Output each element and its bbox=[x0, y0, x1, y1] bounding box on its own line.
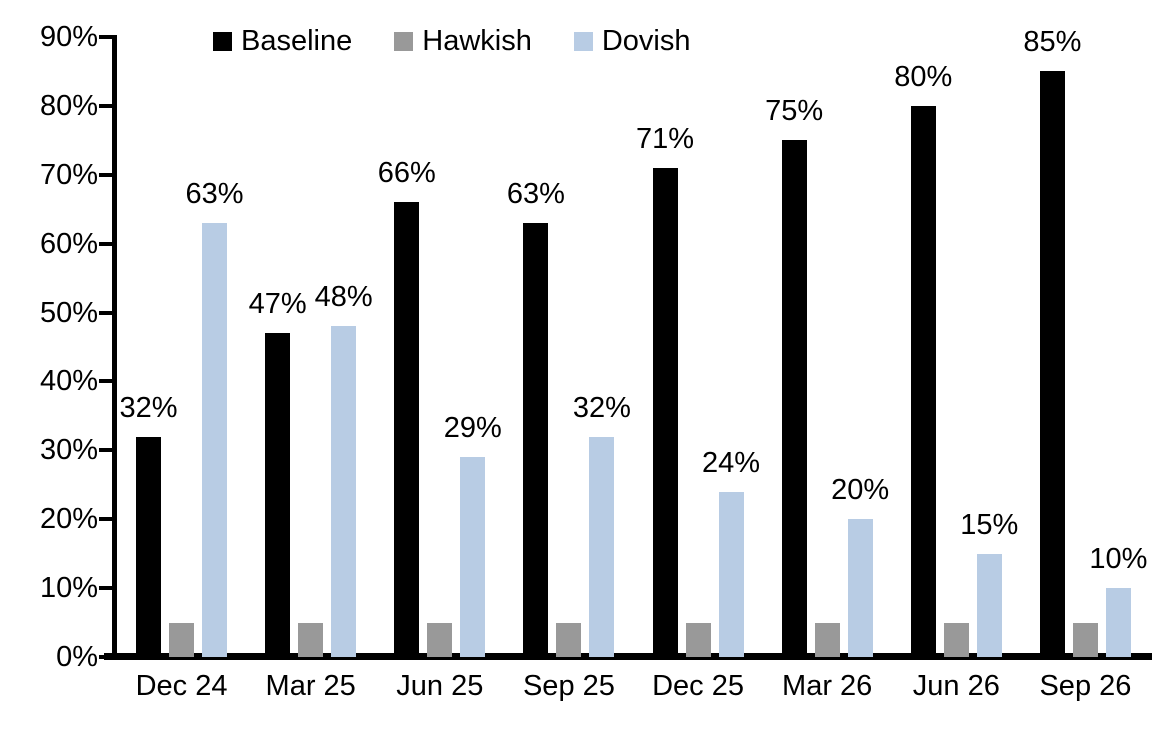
bar-group-dec-24: 32% 63% bbox=[117, 37, 246, 657]
data-label-baseline-dec-25: 71% bbox=[636, 122, 695, 155]
legend-item-hawkish: Hawkish bbox=[394, 25, 532, 58]
bar-dovish-jun-25: 29% bbox=[444, 414, 502, 657]
y-tick-label: 40% bbox=[39, 365, 98, 398]
x-tick-label-mar-25: Mar 25 bbox=[265, 670, 356, 702]
data-label-dovish-mar-26: 20% bbox=[831, 474, 890, 507]
y-tick-label: 80% bbox=[39, 89, 98, 122]
legend-swatch-hawkish bbox=[394, 32, 414, 52]
bar-dovish-sep-26: 10% bbox=[1089, 545, 1147, 657]
bar-baseline-sep-25: 63% bbox=[507, 180, 565, 657]
y-tick-mark bbox=[99, 241, 112, 246]
bar-baseline-dec-25: 71% bbox=[636, 124, 694, 657]
data-label-baseline-sep-26: 85% bbox=[1023, 26, 1082, 59]
legend-label: Hawkish bbox=[422, 25, 532, 57]
data-label-dovish-dec-25: 24% bbox=[702, 446, 761, 479]
data-label-dovish-sep-26: 10% bbox=[1089, 543, 1148, 576]
y-tick-mark bbox=[99, 172, 112, 177]
legend-label: Baseline bbox=[241, 25, 353, 57]
y-tick-label: 60% bbox=[39, 227, 98, 260]
y-axis-line bbox=[112, 35, 117, 660]
x-tick-label-jun-25: Jun 25 bbox=[396, 670, 484, 702]
data-label-dovish-sep-25: 32% bbox=[572, 391, 631, 424]
bar-hawkish-sep-26 bbox=[1072, 622, 1098, 657]
x-axis-labels: Dec 24 Mar 25 Jun 25 Sep 25 Dec 25 Mar 26 Jun … bbox=[117, 670, 1150, 703]
plot-area: 32% 63% 47% 48% 66% 29% 63% 32% 71% 24% 75% 20% 80% 1… bbox=[117, 28, 1150, 657]
legend-swatch-dovish bbox=[573, 32, 593, 52]
bar-hawkish-mar-25 bbox=[298, 622, 324, 657]
bar-baseline-dec-24: 32% bbox=[120, 393, 178, 657]
y-tick-label: 20% bbox=[39, 503, 98, 536]
bar-dovish-dec-24: 63% bbox=[186, 180, 244, 657]
x-tick-label-sep-26: Sep 26 bbox=[1039, 670, 1132, 702]
y-tick-mark bbox=[99, 35, 112, 39]
x-tick-label-sep-25: Sep 25 bbox=[522, 670, 615, 702]
y-tick-mark bbox=[99, 310, 112, 315]
bar-hawkish-dec-25 bbox=[685, 622, 711, 657]
data-label-baseline-jun-26: 80% bbox=[894, 60, 953, 93]
y-tick-mark bbox=[99, 655, 112, 659]
y-tick-label: 10% bbox=[39, 572, 98, 605]
y-tick-label: 0% bbox=[56, 641, 98, 673]
x-tick-label-dec-24: Dec 24 bbox=[135, 670, 228, 702]
legend-swatch-baseline bbox=[213, 32, 232, 52]
bar-baseline-jun-25: 66% bbox=[378, 159, 436, 657]
legend-item-baseline: Baseline bbox=[213, 25, 353, 58]
y-tick-mark bbox=[99, 103, 112, 108]
bar-group-sep-25: 63% 32% bbox=[504, 37, 633, 657]
data-label-baseline-dec-24: 32% bbox=[119, 391, 178, 424]
bar-dovish-sep-25: 32% bbox=[573, 393, 631, 657]
bar-dovish-mar-25: 48% bbox=[315, 283, 373, 657]
x-axis-line bbox=[104, 653, 1152, 660]
bar-group-mar-25: 47% 48% bbox=[246, 37, 375, 657]
bar-group-mar-26: 75% 20% bbox=[763, 37, 892, 657]
chart-legend: Baseline Hawkish Dovish bbox=[213, 25, 691, 58]
y-tick-label: 70% bbox=[39, 158, 98, 191]
bar-hawkish-jun-25 bbox=[427, 622, 453, 657]
data-label-dovish-dec-24: 63% bbox=[185, 178, 244, 210]
bar-hawkish-jun-26 bbox=[943, 622, 969, 657]
data-label-dovish-jun-26: 15% bbox=[960, 508, 1019, 541]
y-tick-mark bbox=[99, 586, 112, 591]
legend-item-dovish: Dovish bbox=[573, 25, 691, 58]
y-tick-label: 50% bbox=[39, 296, 98, 329]
bar-group-jun-26: 80% 15% bbox=[892, 37, 1021, 657]
y-tick-mark bbox=[99, 517, 112, 522]
data-label-baseline-mar-26: 75% bbox=[765, 95, 824, 128]
bar-group-dec-25: 71% 24% bbox=[634, 37, 763, 657]
bar-group-jun-25: 66% 29% bbox=[375, 37, 504, 657]
bar-baseline-jun-26: 80% bbox=[894, 62, 952, 657]
y-tick-mark bbox=[99, 448, 112, 453]
bar-baseline-sep-26: 85% bbox=[1023, 28, 1081, 657]
bar-baseline-mar-25: 47% bbox=[249, 290, 307, 657]
bar-dovish-dec-25: 24% bbox=[702, 448, 760, 657]
data-label-baseline-sep-25: 63% bbox=[506, 178, 565, 210]
data-label-baseline-mar-25: 47% bbox=[248, 288, 307, 321]
y-tick-label: 30% bbox=[39, 434, 98, 467]
bar-group-sep-26: 85% 10% bbox=[1021, 28, 1150, 657]
x-tick-label-jun-26: Jun 26 bbox=[912, 670, 1000, 702]
bar-dovish-mar-26: 20% bbox=[831, 476, 889, 657]
data-label-dovish-jun-25: 29% bbox=[443, 412, 502, 445]
data-label-dovish-mar-25: 48% bbox=[314, 281, 373, 314]
y-tick-mark bbox=[99, 379, 112, 384]
bar-hawkish-sep-25 bbox=[556, 622, 582, 657]
x-tick-label-mar-26: Mar 26 bbox=[782, 670, 873, 702]
bar-hawkish-mar-26 bbox=[814, 622, 840, 657]
legend-label: Dovish bbox=[601, 25, 691, 57]
bar-hawkish-dec-24 bbox=[169, 622, 195, 657]
bar-baseline-mar-26: 75% bbox=[765, 97, 823, 657]
x-tick-label-dec-25: Dec 25 bbox=[652, 670, 744, 702]
y-tick-label: 90% bbox=[39, 21, 98, 53]
bar-dovish-jun-26: 15% bbox=[960, 510, 1018, 657]
data-label-baseline-jun-25: 66% bbox=[377, 157, 436, 190]
